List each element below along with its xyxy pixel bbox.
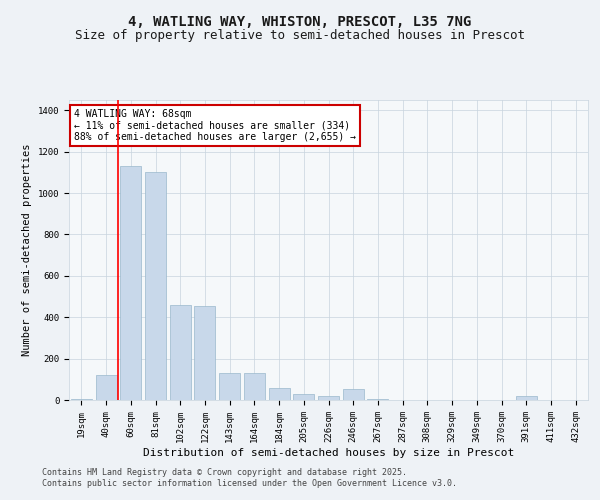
Text: Contains public sector information licensed under the Open Government Licence v3: Contains public sector information licen…: [42, 480, 457, 488]
Bar: [71, 399, 92, 400]
Bar: [145, 172, 166, 400]
Text: 4, WATLING WAY, WHISTON, PRESCOT, L35 7NG: 4, WATLING WAY, WHISTON, PRESCOT, L35 7N…: [128, 16, 472, 30]
Bar: [244, 373, 265, 400]
Bar: [343, 388, 364, 400]
Bar: [367, 399, 388, 400]
Bar: [269, 388, 290, 400]
Bar: [293, 394, 314, 400]
Bar: [194, 306, 215, 400]
Text: Size of property relative to semi-detached houses in Prescot: Size of property relative to semi-detach…: [75, 30, 525, 43]
Bar: [516, 396, 537, 400]
Bar: [170, 305, 191, 400]
Bar: [318, 396, 339, 400]
Bar: [120, 166, 141, 400]
Bar: [95, 375, 116, 400]
Y-axis label: Number of semi-detached properties: Number of semi-detached properties: [22, 144, 32, 356]
Bar: [219, 373, 240, 400]
X-axis label: Distribution of semi-detached houses by size in Prescot: Distribution of semi-detached houses by …: [143, 448, 514, 458]
Text: Contains HM Land Registry data © Crown copyright and database right 2025.: Contains HM Land Registry data © Crown c…: [42, 468, 407, 477]
Text: 4 WATLING WAY: 68sqm
← 11% of semi-detached houses are smaller (334)
88% of semi: 4 WATLING WAY: 68sqm ← 11% of semi-detac…: [74, 109, 356, 142]
